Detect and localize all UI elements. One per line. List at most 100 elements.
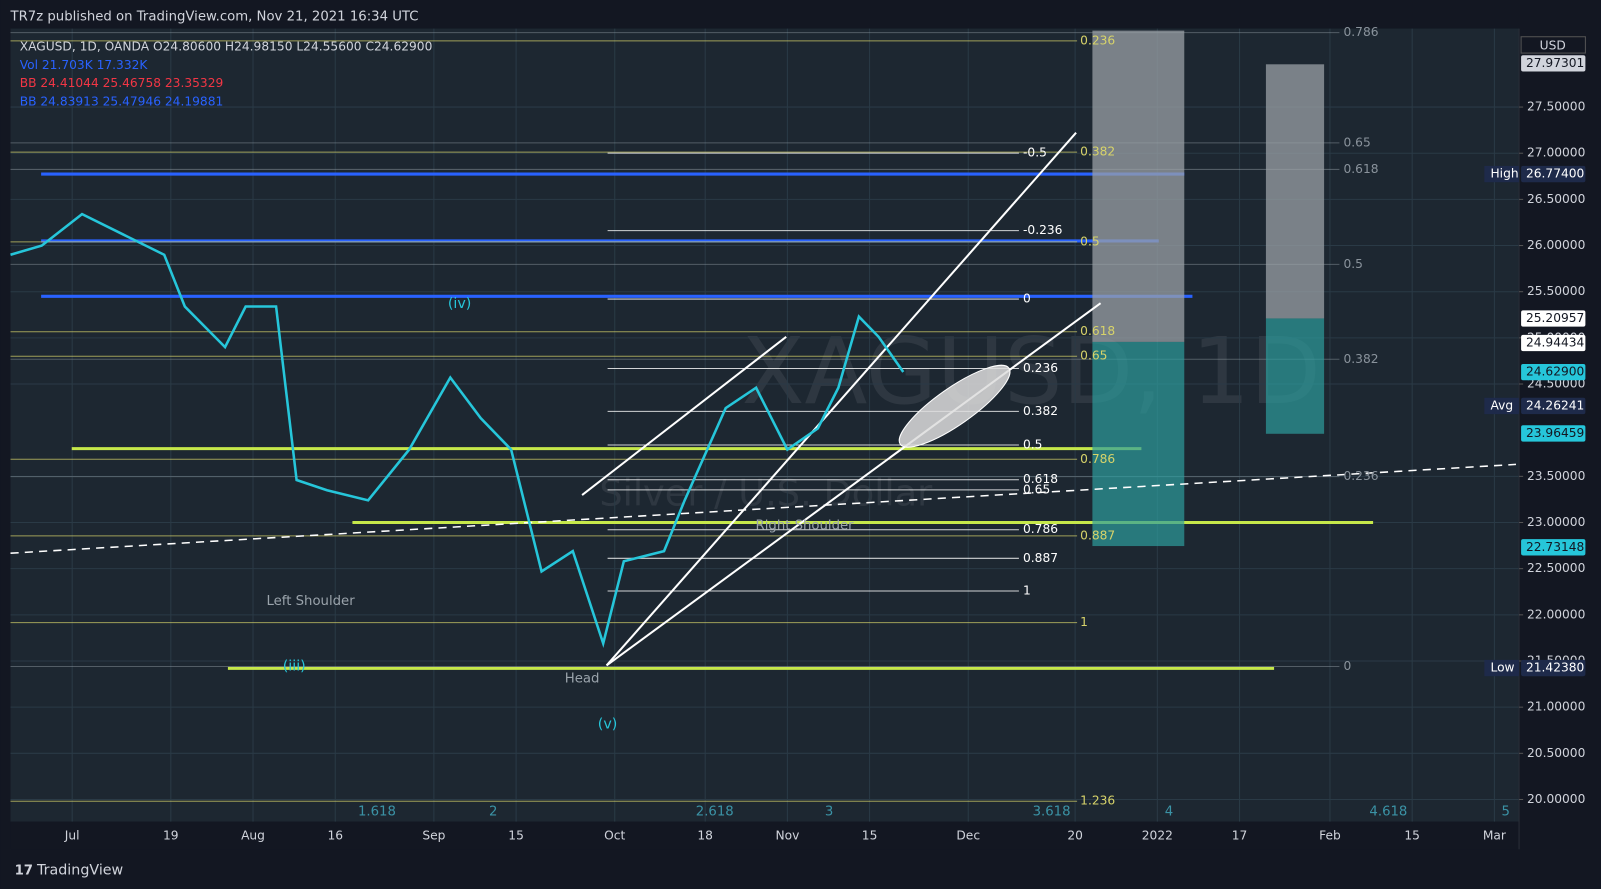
footer-brand: TradingView: [36, 863, 124, 879]
y-tick-label: 20.50000: [1527, 746, 1585, 760]
price-tag-box: [1484, 165, 1520, 183]
wave-label: (iv): [448, 296, 472, 312]
currency-box: [1520, 36, 1586, 54]
y-tick-label: 26.50000: [1527, 192, 1585, 206]
channel-line: [605, 302, 1102, 667]
fib-label: -0.5: [1023, 146, 1047, 160]
fib-label: 0.65: [1023, 482, 1050, 496]
x-tick-label: Dec: [956, 828, 980, 842]
price-label-box: [1521, 165, 1586, 183]
price-line: [10, 212, 905, 649]
currency: USD: [1540, 38, 1566, 52]
publisher: TR7z published on TradingView.com, Nov 2…: [10, 9, 419, 24]
fib-label: 1: [1080, 615, 1088, 629]
fib-label: 0.382: [1023, 404, 1058, 418]
y-tick-label: 22.00000: [1527, 607, 1585, 621]
legend-line: BB 24.41044 25.46758 23.35329: [20, 76, 224, 90]
fib-label: 0.887: [1023, 551, 1058, 565]
x-tick-label: Sep: [422, 828, 445, 842]
time-axis-bg: [10, 821, 1520, 850]
fib-ext-label: 3: [825, 804, 833, 819]
fib-label: 1.236: [1080, 794, 1115, 808]
fib-ext-label: 4.618: [1369, 804, 1407, 819]
fib-label: 0.786: [1023, 522, 1058, 536]
projection-ellipse: [898, 364, 1011, 448]
fib-label: 0.618: [1343, 162, 1378, 176]
y-tick-label: 27.00000: [1527, 146, 1585, 160]
fib-label: 0.236: [1023, 361, 1058, 375]
fib-label: 0: [1343, 659, 1351, 673]
price-label: 24.94434: [1526, 336, 1585, 350]
y-tick-label: 27.50000: [1527, 100, 1585, 114]
fib-label: -0.236: [1023, 223, 1063, 237]
fib-ext-label: 4: [1165, 804, 1173, 819]
fib-label: 0.5: [1343, 257, 1362, 271]
channel-line: [581, 336, 787, 496]
wave-label: (iii): [283, 658, 306, 674]
x-tick-label: 18: [697, 828, 713, 842]
fib-label: 0.236: [1343, 469, 1378, 483]
fib-label: 0.382: [1343, 352, 1378, 366]
pattern-label: Left Shoulder: [267, 594, 356, 609]
pattern-label: Head: [565, 672, 600, 687]
watermark-sub: Silver / U.S. Dollar: [599, 472, 933, 515]
x-tick-label: 2022: [1142, 828, 1173, 842]
x-tick-label: Oct: [604, 828, 625, 842]
x-tick-label: Jul: [64, 828, 80, 842]
x-tick-label: Nov: [775, 828, 799, 842]
fib-label: 0.786: [1080, 452, 1115, 466]
price-tag-box: [1484, 659, 1520, 677]
fib-label: 1: [1023, 583, 1031, 597]
fib-ext-label: 5: [1502, 804, 1510, 819]
watermark: XAGUSD, 1D: [742, 318, 1321, 425]
fib-label: 0: [1023, 292, 1031, 306]
x-tick-label: Feb: [1319, 828, 1341, 842]
legend-line: Vol 21.703K 17.332K: [20, 58, 149, 72]
fib-ext-label: 1.618: [358, 804, 396, 819]
x-tick-label: 16: [327, 828, 343, 842]
fib-label: 0.236: [1080, 33, 1115, 47]
y-tick-label: 23.00000: [1527, 515, 1585, 529]
pattern-label: Right Shoulder: [756, 519, 855, 534]
price-label: 27.97301: [1526, 56, 1584, 70]
y-tick-label: 21.00000: [1527, 700, 1585, 714]
price-label-box: [1521, 334, 1586, 352]
fib-label: 0.618: [1080, 324, 1115, 338]
price-label-box: [1521, 539, 1586, 556]
channel-line: [605, 132, 1077, 667]
position-box: [1092, 30, 1185, 342]
fib-label: 0.5: [1023, 438, 1042, 452]
fib-ext-label: 2.618: [696, 804, 734, 819]
price-label: 26.77400: [1526, 167, 1584, 181]
price-label: 24.62900: [1526, 365, 1584, 379]
price-label-box: [1521, 425, 1586, 442]
price-label: 22.73148: [1526, 540, 1584, 554]
x-tick-label: Aug: [241, 828, 265, 842]
x-tick-label: 20: [1067, 828, 1083, 842]
price-label: 25.20957: [1526, 311, 1584, 325]
y-tick-label: 25.50000: [1527, 284, 1585, 298]
price-label: 23.96459: [1526, 426, 1584, 440]
price-tag: High: [1490, 167, 1518, 181]
fib-label: 0.786: [1343, 25, 1378, 39]
position-box: [1265, 64, 1325, 319]
x-tick-label: 15: [1404, 828, 1420, 842]
fib-label: 0.5: [1080, 234, 1099, 248]
fib-ext-label: 2: [489, 804, 497, 819]
price-label-box: [1521, 659, 1586, 677]
price-tag-box: [1484, 397, 1520, 415]
y-tick-label: 22.50000: [1527, 561, 1585, 575]
y-tick-label: 26.00000: [1527, 238, 1585, 252]
price-label-box: [1521, 310, 1586, 327]
price-label: 21.42380: [1526, 661, 1584, 675]
fib-label: 0.65: [1343, 135, 1370, 149]
position-box: [1092, 341, 1185, 547]
x-tick-label: Mar: [1483, 828, 1507, 842]
price-label-box: [1521, 397, 1586, 415]
wave-label: (v): [598, 717, 618, 733]
y-tick-label: 20.00000: [1527, 792, 1585, 806]
fib-label: 0.382: [1080, 145, 1115, 159]
y-tick-label: 23.50000: [1527, 469, 1585, 483]
x-tick-label: 15: [862, 828, 878, 842]
